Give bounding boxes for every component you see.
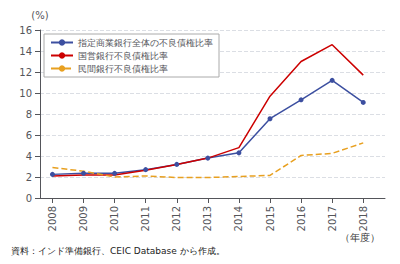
svg-text:10: 10 bbox=[19, 88, 32, 99]
svg-text:(%): (%) bbox=[31, 10, 48, 21]
svg-text:4: 4 bbox=[26, 151, 32, 162]
svg-text:（年度）: （年度） bbox=[340, 232, 380, 243]
svg-text:2016: 2016 bbox=[296, 206, 307, 231]
svg-text:2012: 2012 bbox=[171, 206, 182, 231]
svg-text:国営銀行不良債権比率: 国営銀行不良債権比率 bbox=[78, 51, 168, 61]
svg-text:2: 2 bbox=[26, 172, 32, 183]
svg-text:8: 8 bbox=[26, 109, 32, 120]
svg-text:2008: 2008 bbox=[47, 206, 58, 231]
svg-text:2011: 2011 bbox=[140, 206, 151, 231]
svg-text:2018: 2018 bbox=[358, 206, 369, 231]
svg-text:民間銀行不良債権比率: 民間銀行不良債権比率 bbox=[78, 64, 168, 74]
svg-text:2015: 2015 bbox=[265, 206, 276, 231]
svg-text:2017: 2017 bbox=[327, 206, 338, 231]
svg-text:指定商業銀行全体の不良債権比率: 指定商業銀行全体の不良債権比率 bbox=[77, 38, 213, 48]
svg-text:2013: 2013 bbox=[202, 206, 213, 231]
svg-text:12: 12 bbox=[19, 67, 32, 78]
svg-text:16: 16 bbox=[19, 25, 32, 36]
svg-text:2014: 2014 bbox=[233, 206, 244, 231]
svg-text:資料：インド準備銀行、CEIC Database から作成。: 資料：インド準備銀行、CEIC Database から作成。 bbox=[11, 246, 225, 256]
svg-text:6: 6 bbox=[26, 130, 32, 141]
svg-text:2009: 2009 bbox=[78, 206, 89, 231]
svg-text:0: 0 bbox=[26, 193, 32, 204]
svg-text:2010: 2010 bbox=[109, 206, 120, 231]
svg-text:14: 14 bbox=[19, 46, 32, 57]
